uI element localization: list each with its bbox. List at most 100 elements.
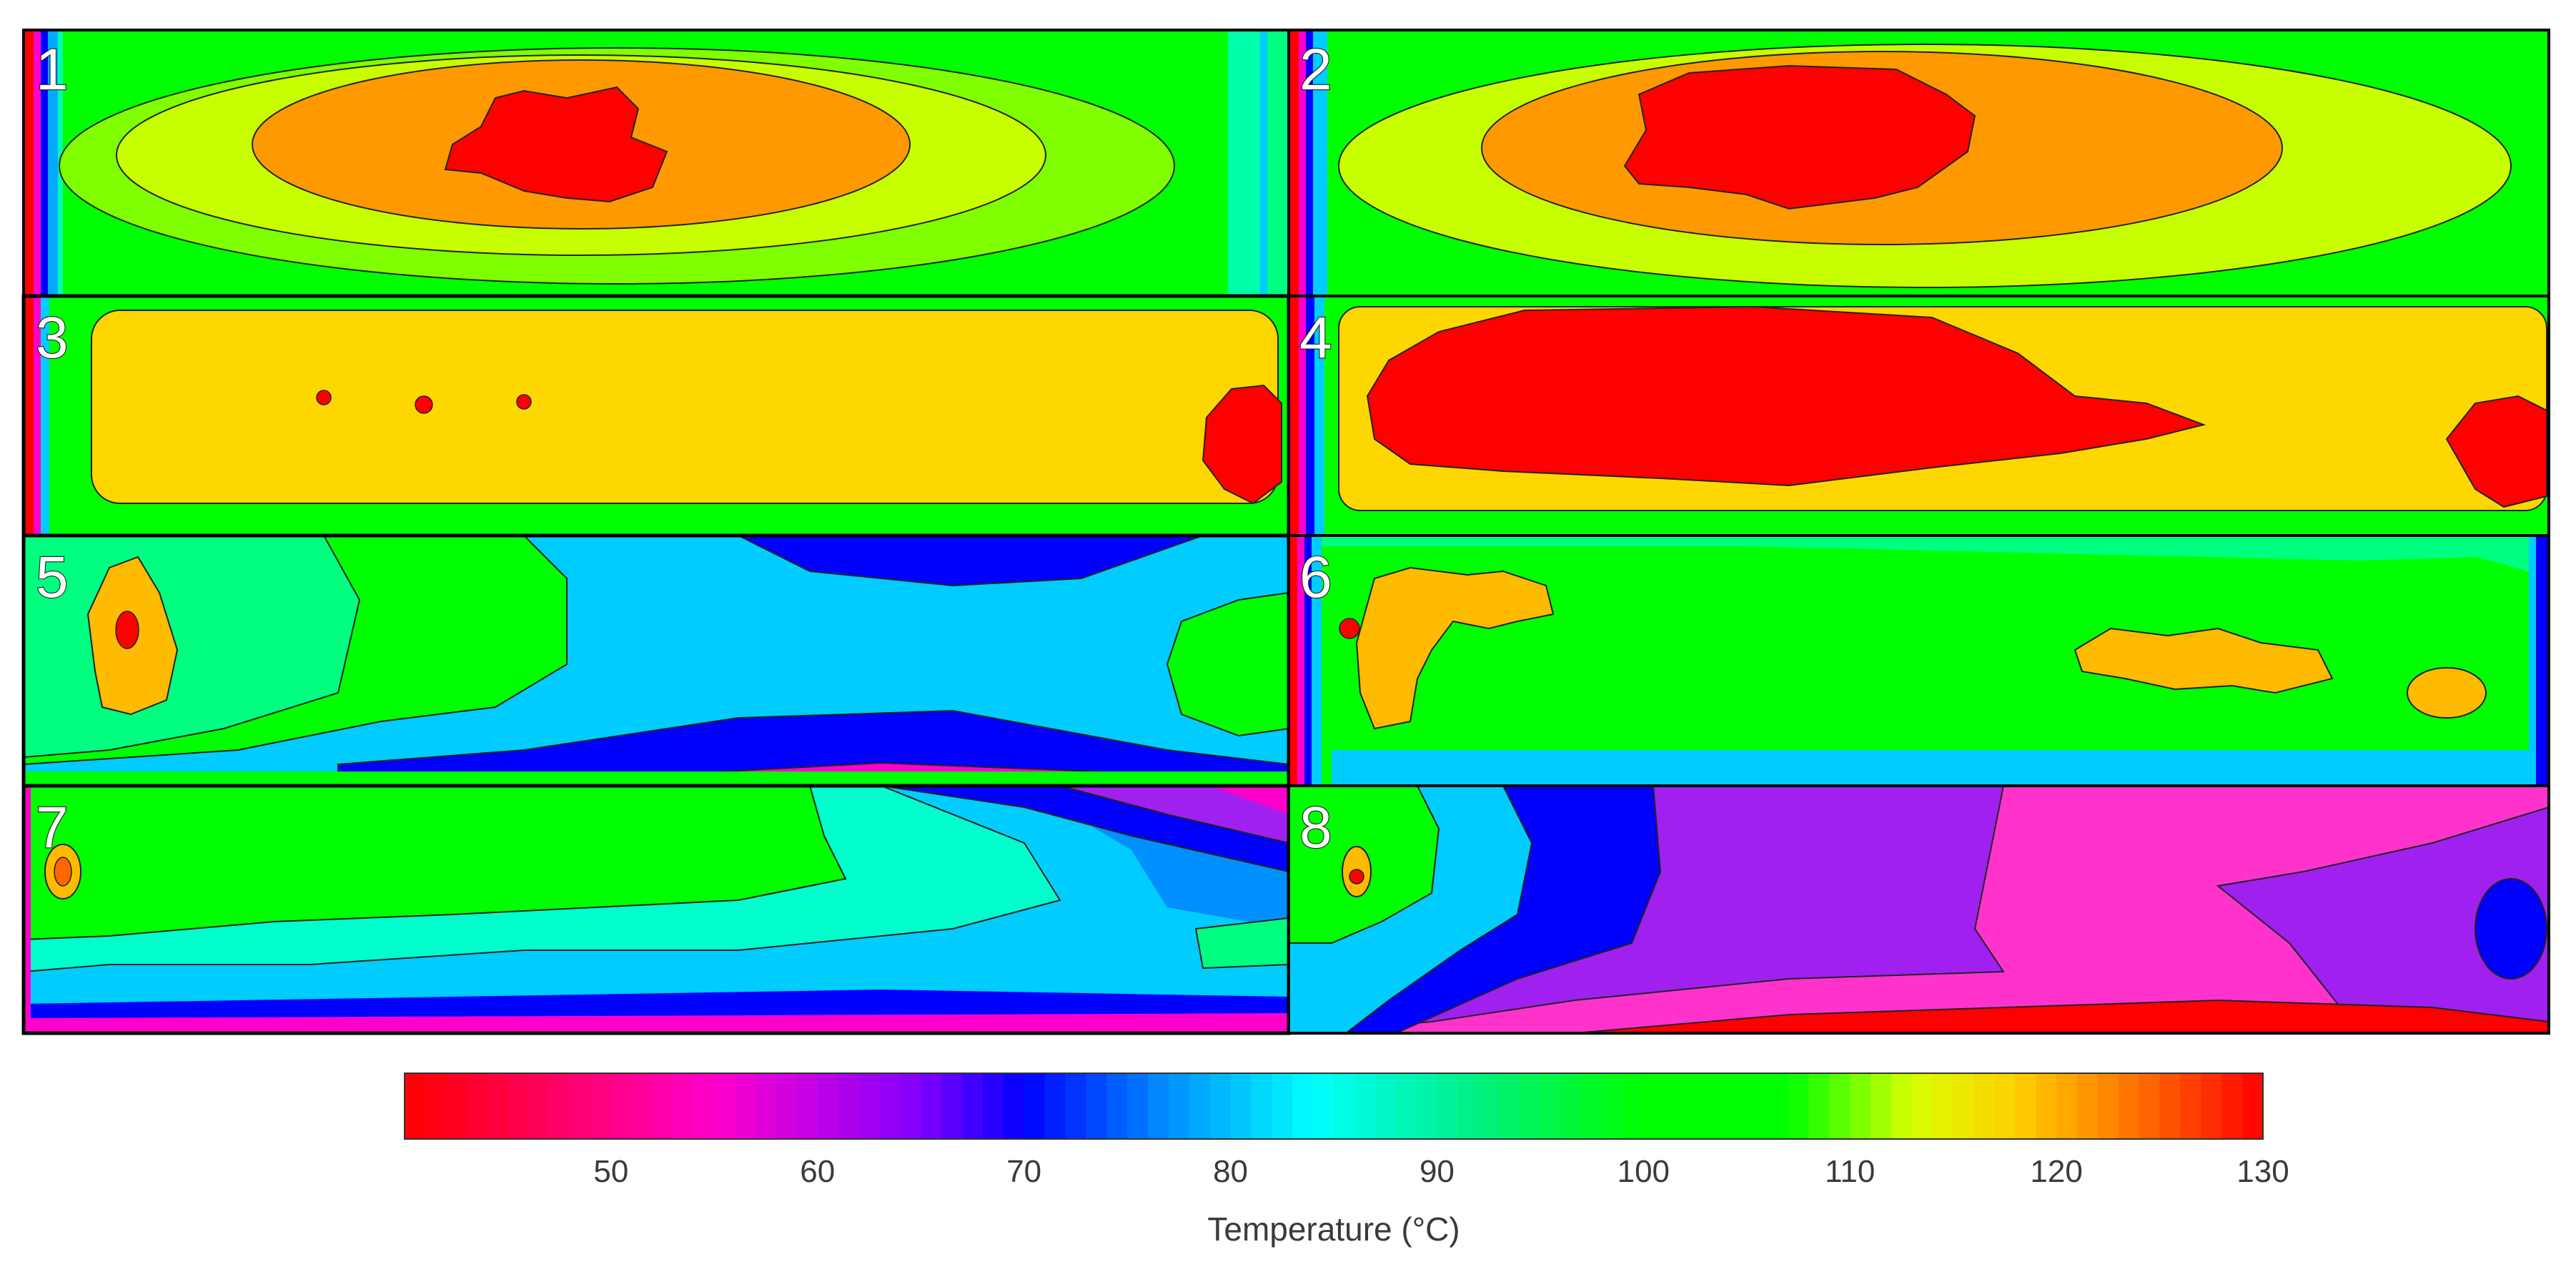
colorbar-swatch — [1374, 1073, 1397, 1139]
colorbar-swatch — [652, 1073, 674, 1139]
colorbar-swatch — [1994, 1073, 2016, 1139]
colorbar-tick-label: 70 — [1006, 1154, 1041, 1189]
colorbar-tick-label: 90 — [1420, 1154, 1455, 1189]
colorbar-swatch — [1354, 1073, 1376, 1139]
colorbar-swatch — [445, 1073, 467, 1139]
colorbar-swatch — [1044, 1073, 1066, 1139]
contour-panel-3: 3 — [21, 294, 1291, 538]
colorbar-swatch — [858, 1073, 881, 1139]
colorbar-swatch — [1127, 1073, 1149, 1139]
colorbar-swatch — [1685, 1073, 1706, 1139]
colorbar-swatch — [1003, 1073, 1025, 1139]
colorbar-swatch — [590, 1073, 612, 1139]
colorbar-swatch — [838, 1073, 860, 1139]
colorbar-swatch — [1209, 1073, 1232, 1139]
colorbar-swatch — [735, 1073, 756, 1139]
colorbar-swatch — [817, 1073, 839, 1139]
colorbar-swatch — [2242, 1073, 2264, 1139]
colorbar-swatch — [2097, 1073, 2119, 1139]
colorbar-swatch — [1705, 1073, 1727, 1139]
panel-number-6: 6 — [1299, 545, 1332, 610]
colorbar-swatch — [1168, 1073, 1190, 1139]
colorbar-swatch — [1932, 1073, 1954, 1139]
colorbar-swatch — [2056, 1073, 2078, 1139]
panel-number-4: 4 — [1299, 305, 1332, 370]
colorbar-tick-label: 120 — [2030, 1154, 2082, 1189]
panel-number-5: 5 — [36, 545, 69, 610]
panel-number-2: 2 — [1299, 37, 1332, 102]
colorbar-swatch — [756, 1073, 777, 1139]
colorbar-swatch — [2201, 1073, 2222, 1139]
colorbar-swatch — [1395, 1073, 1417, 1139]
colorbar-swatch — [1560, 1073, 1582, 1139]
contour-panel-5: 5 — [21, 533, 1291, 788]
panel-number-1: 1 — [36, 37, 69, 102]
colorbar-swatch — [1829, 1073, 1851, 1139]
colorbar-ticks: 50 60 70 80 90 100 110 120 130 — [593, 1154, 2289, 1189]
colorbar-swatch — [796, 1073, 818, 1139]
contour-panel-6: 6 — [1287, 534, 2550, 787]
contour-panel-8: 8 — [1287, 784, 2550, 1035]
colorbar-swatch — [1437, 1073, 1458, 1139]
colorbar-swatch — [1664, 1073, 1685, 1139]
colorbar-swatch — [962, 1073, 984, 1139]
colorbar-swatch — [1871, 1073, 1892, 1139]
colorbar-swatch — [570, 1073, 591, 1139]
colorbar-swatch — [1106, 1073, 1128, 1139]
colorbar-swatch — [631, 1073, 653, 1139]
colorbar-tick-label: 50 — [593, 1154, 628, 1189]
colorbar-swatch — [982, 1073, 1004, 1139]
colorbar-swatch — [1602, 1073, 1624, 1139]
colorbar-swatch — [1148, 1073, 1169, 1139]
colorbar-swatch — [1725, 1073, 1748, 1139]
colorbar-swatch — [2077, 1073, 2099, 1139]
colorbar-tick-label: 80 — [1213, 1154, 1248, 1189]
panel-number-3: 3 — [36, 305, 69, 370]
colorbar-swatch — [776, 1073, 798, 1139]
colorbar-swatch — [2118, 1073, 2140, 1139]
colorbar-swatch — [693, 1073, 715, 1139]
colorbar-swatch — [1272, 1073, 1293, 1139]
colorbar-tick-label: 130 — [2236, 1154, 2289, 1189]
colorbar-swatch — [2036, 1073, 2057, 1139]
colorbar-swatch — [1540, 1073, 1562, 1139]
colorbar-swatch — [941, 1073, 963, 1139]
colorbar-label: Temperature (°C) — [1207, 1211, 1460, 1248]
colorbar-swatch — [1808, 1073, 1830, 1139]
colorbar-swatch — [1520, 1073, 1541, 1139]
colorbar-swatch — [2139, 1073, 2161, 1139]
colorbar-swatch — [714, 1073, 735, 1139]
panel-number-8: 8 — [1299, 795, 1332, 860]
colorbar-swatch — [1292, 1073, 1314, 1139]
colorbar-swatch — [2221, 1073, 2243, 1139]
colorbar-swatch — [528, 1073, 550, 1139]
colorbar-swatch — [2180, 1073, 2201, 1139]
colorbar-swatch — [466, 1073, 488, 1139]
colorbar-swatch — [1973, 1073, 1996, 1139]
colorbar-swatch — [879, 1073, 901, 1139]
colorbar-tick-label: 60 — [800, 1154, 835, 1189]
colorbar-swatch — [1189, 1073, 1211, 1139]
colorbar-swatch — [2015, 1073, 2036, 1139]
colorbar-swatch — [1024, 1073, 1046, 1139]
colorbar-swatch — [1065, 1073, 1086, 1139]
colorbar-swatch — [1850, 1073, 1871, 1139]
colorbar-swatch — [425, 1073, 447, 1139]
contour-panel-7: 7 — [21, 784, 1291, 1035]
colorbar-tick-label: 100 — [1618, 1154, 1670, 1189]
colorbar-frame — [404, 1073, 2264, 1140]
contour-panel-2: 2 — [1287, 29, 2550, 297]
colorbar-swatch — [1623, 1073, 1644, 1139]
colorbar-swatch — [1230, 1073, 1252, 1139]
colorbar-swatch — [1788, 1073, 1810, 1139]
panel-number-7: 7 — [36, 795, 69, 860]
colorbar-swatch — [1643, 1073, 1665, 1139]
colorbar-swatch — [487, 1073, 509, 1139]
colorbar-swatch — [673, 1073, 695, 1139]
contour-panel-1: 1 — [22, 29, 1290, 297]
colorbar-swatch — [610, 1073, 633, 1139]
colorbar-swatch — [1911, 1073, 1933, 1139]
contour-panel-4: 4 — [1287, 295, 2550, 537]
colorbar-swatch — [1086, 1073, 1107, 1139]
